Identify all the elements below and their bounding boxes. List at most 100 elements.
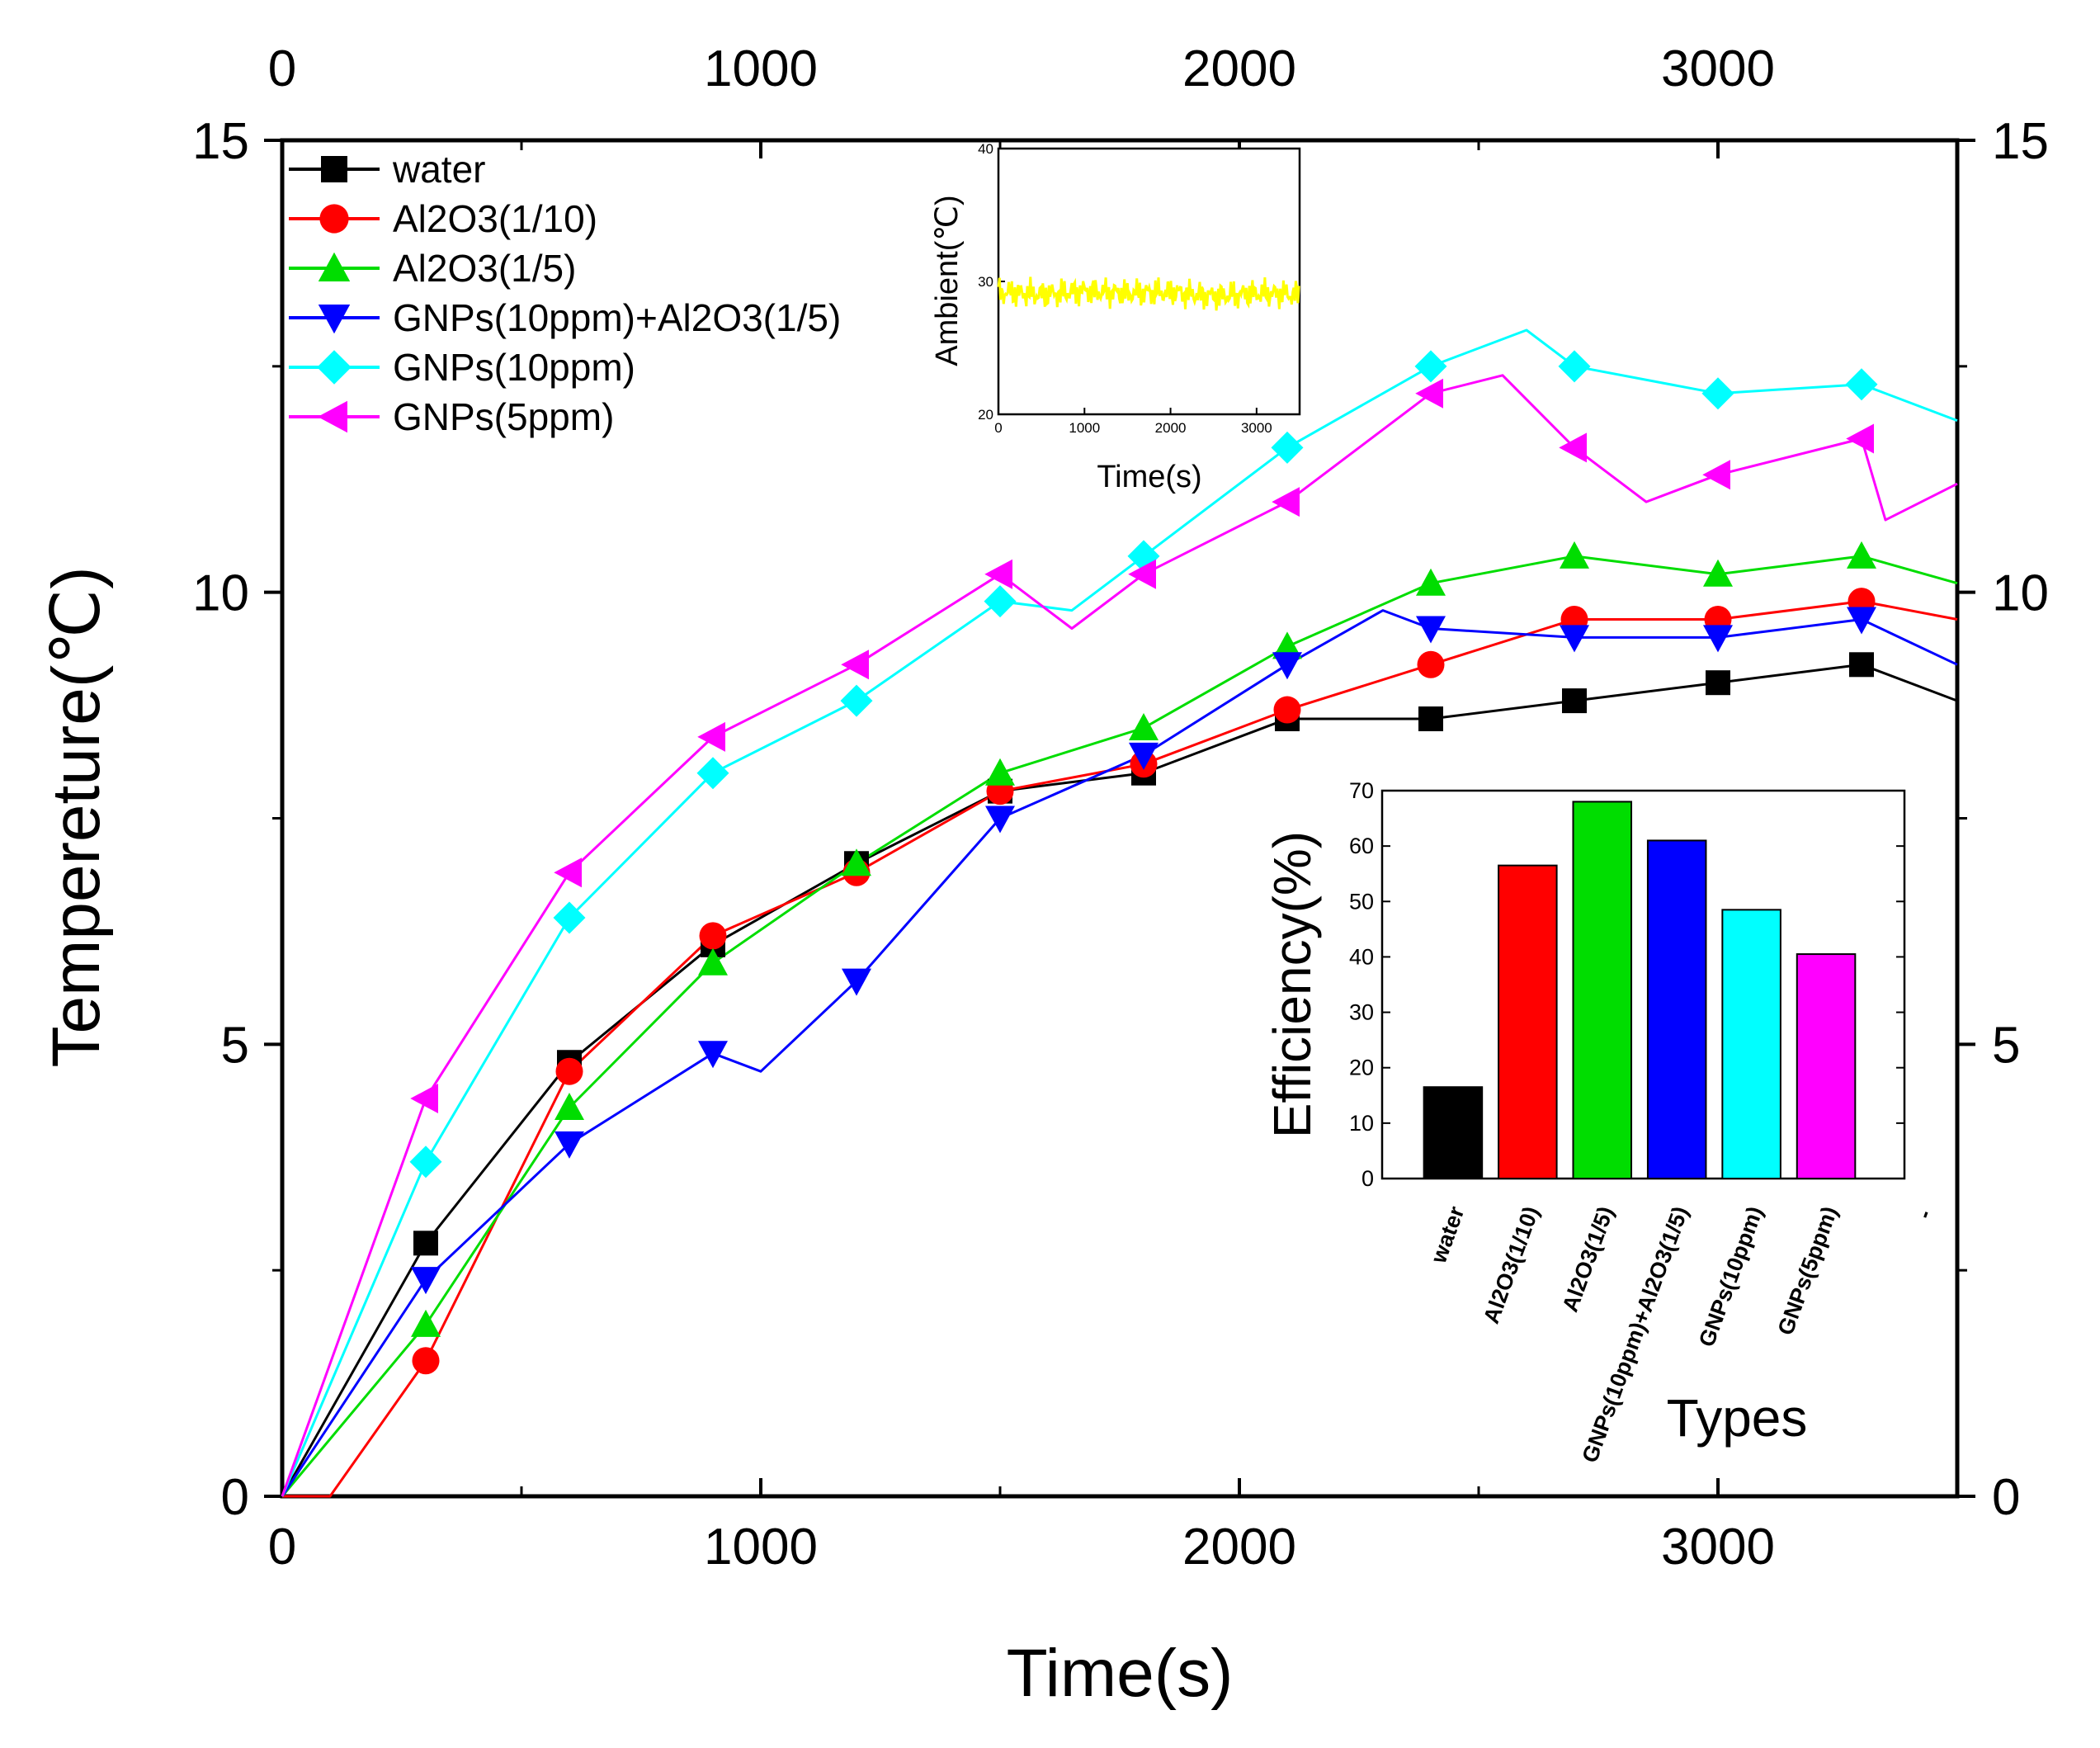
data-point-marker xyxy=(1558,350,1591,383)
data-point-marker xyxy=(698,1041,728,1069)
data-point-marker xyxy=(1701,377,1734,410)
legend-label: GNPs(10ppm) xyxy=(393,346,635,389)
efficiency-bar xyxy=(1423,1086,1484,1179)
efficiency-inset: 0 10 20 30 40 50 60 70 water Al2O3(1/10) Al2O3(1/… xyxy=(1262,778,1937,1466)
data-point-marker xyxy=(698,947,728,976)
data-point-marker xyxy=(985,805,1015,834)
y-tick-label-left: 15 xyxy=(192,113,249,170)
efficiency-bar xyxy=(1646,839,1707,1180)
x-tick-label-bottom: 1000 xyxy=(704,1519,818,1576)
efficiency-y-tick-label: 40 xyxy=(1349,944,1374,969)
data-point-marker xyxy=(1273,696,1301,724)
legend-label: Al2O3(1/10) xyxy=(393,197,597,240)
efficiency-y-tick-label: 70 xyxy=(1349,778,1374,803)
efficiency-y-tick-label: 10 xyxy=(1349,1111,1374,1136)
x-tick-label-top: 0 xyxy=(268,40,296,97)
data-point-marker xyxy=(985,758,1015,786)
legend-label: GNPs(10ppm)+Al2O3(1/5) xyxy=(393,296,841,339)
data-point-marker xyxy=(411,1267,441,1295)
ambient-inset-frame xyxy=(997,147,1301,416)
data-point-marker xyxy=(1128,559,1156,589)
y-tick-label-left: 0 xyxy=(221,1469,249,1526)
ambient-series-line xyxy=(997,276,1300,311)
efficiency-bar xyxy=(1498,864,1558,1179)
y-tick-label-left: 10 xyxy=(192,565,249,622)
legend-marker xyxy=(318,305,351,334)
data-point-marker xyxy=(1129,712,1159,740)
data-point-marker xyxy=(1560,625,1589,653)
data-point-marker xyxy=(1416,616,1446,644)
data-point-marker xyxy=(1847,541,1876,569)
data-point-marker xyxy=(410,1084,438,1114)
data-point-marker xyxy=(1702,460,1730,490)
efficiency-y-tick-label: 30 xyxy=(1349,1000,1374,1025)
ambient-y-tick-label: 40 xyxy=(978,141,993,157)
series-line-1 xyxy=(282,600,1958,1498)
x-tick-label-top: 2000 xyxy=(1182,40,1296,97)
ambient-inset-line xyxy=(997,276,1300,311)
legend-marker xyxy=(321,156,347,182)
data-point-marker xyxy=(412,1347,440,1375)
efficiency-bar xyxy=(1721,909,1781,1180)
ambient-inset-y-title: Ambient(℃) xyxy=(930,195,965,366)
efficiency-category-label: water xyxy=(1426,1202,1470,1267)
data-point-marker xyxy=(1849,652,1874,678)
main-y-axis-title: Tempereture(℃) xyxy=(39,566,114,1067)
efficiency-y-tick-label: 20 xyxy=(1349,1056,1374,1080)
x-tick-label-bottom: 3000 xyxy=(1661,1519,1775,1576)
ambient-inset-ticks: 0 1000 2000 3000 20 30 40 xyxy=(978,141,1272,436)
x-tick-label-top: 1000 xyxy=(704,40,818,97)
efficiency-y-tick-label: 0 xyxy=(1361,1166,1374,1191)
data-point-marker xyxy=(554,857,582,888)
data-point-marker xyxy=(1271,431,1304,464)
data-point-marker xyxy=(840,684,873,717)
main-x-axis-title: Time(s) xyxy=(1007,1636,1234,1711)
efficiency-extra-tick-mark: - xyxy=(1911,1207,1937,1222)
data-point-marker xyxy=(1562,688,1587,714)
data-point-marker xyxy=(1129,742,1159,770)
legend-label: water xyxy=(392,148,485,191)
efficiency-y-tick-label: 60 xyxy=(1349,834,1374,858)
data-point-marker xyxy=(554,1131,584,1159)
data-point-marker xyxy=(1703,625,1733,653)
data-point-marker xyxy=(411,1309,441,1337)
data-point-marker xyxy=(696,757,729,790)
data-point-marker xyxy=(699,922,727,950)
efficiency-inset-ticks: 0 10 20 30 40 50 60 70 xyxy=(1349,778,1904,1191)
legend-marker xyxy=(319,204,349,234)
x-tick-label-top: 3000 xyxy=(1661,40,1775,97)
y-tick-label-right: 10 xyxy=(1992,565,2049,622)
data-point-marker xyxy=(1272,652,1302,680)
efficiency-bar xyxy=(1796,953,1857,1179)
efficiency-category-label: Al2O3(1/10) xyxy=(1479,1203,1544,1327)
y-tick-label-right: 0 xyxy=(1992,1469,2020,1526)
ambient-inset: 0 1000 2000 3000 20 30 40 Time(s) Ambient(℃) xyxy=(930,141,1301,494)
data-point-marker xyxy=(1272,487,1300,517)
data-point-marker xyxy=(1414,350,1447,383)
data-point-marker xyxy=(1560,541,1589,569)
legend-label: Al2O3(1/5) xyxy=(393,247,576,290)
ambient-x-tick-label: 0 xyxy=(994,420,1002,436)
data-point-marker xyxy=(413,1231,438,1256)
x-tick-label-bottom: 0 xyxy=(268,1519,296,1576)
legend-marker xyxy=(318,252,351,281)
x-tick-label-bottom: 2000 xyxy=(1182,1519,1296,1576)
data-point-marker xyxy=(1416,568,1446,596)
ambient-x-tick-label: 2000 xyxy=(1155,420,1187,436)
data-point-marker xyxy=(1418,706,1443,732)
efficiency-inset-bars xyxy=(1423,801,1857,1180)
data-point-marker xyxy=(842,848,871,876)
legend-marker xyxy=(318,400,347,433)
data-point-marker xyxy=(984,585,1017,618)
data-point-marker xyxy=(1706,670,1730,696)
y-tick-label-right: 5 xyxy=(1992,1017,2020,1074)
ambient-x-tick-label: 1000 xyxy=(1069,420,1100,436)
data-point-marker xyxy=(842,968,871,996)
data-point-marker xyxy=(1847,607,1876,635)
data-point-marker xyxy=(841,650,869,680)
data-point-marker xyxy=(1846,423,1874,454)
ambient-inset-x-title: Time(s) xyxy=(1097,460,1201,494)
y-tick-label-left: 5 xyxy=(221,1017,249,1074)
main-y-ticks: 0 0 5 5 10 10 15 15 xyxy=(192,113,2049,1526)
